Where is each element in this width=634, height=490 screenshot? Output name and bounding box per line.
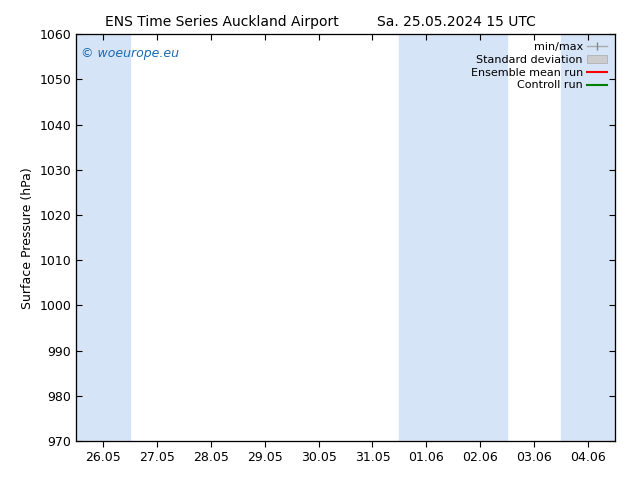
Y-axis label: Surface Pressure (hPa): Surface Pressure (hPa) [21, 167, 34, 309]
Text: Sa. 25.05.2024 15 UTC: Sa. 25.05.2024 15 UTC [377, 15, 536, 29]
Bar [399, 34, 507, 441]
Bar [76, 34, 130, 441]
Bar [561, 34, 615, 441]
Legend: min/max, Standard deviation, Ensemble mean run, Controll run: min/max, Standard deviation, Ensemble me… [469, 40, 609, 93]
Text: ENS Time Series Auckland Airport: ENS Time Series Auckland Airport [105, 15, 339, 29]
Text: © woeurope.eu: © woeurope.eu [81, 47, 179, 59]
